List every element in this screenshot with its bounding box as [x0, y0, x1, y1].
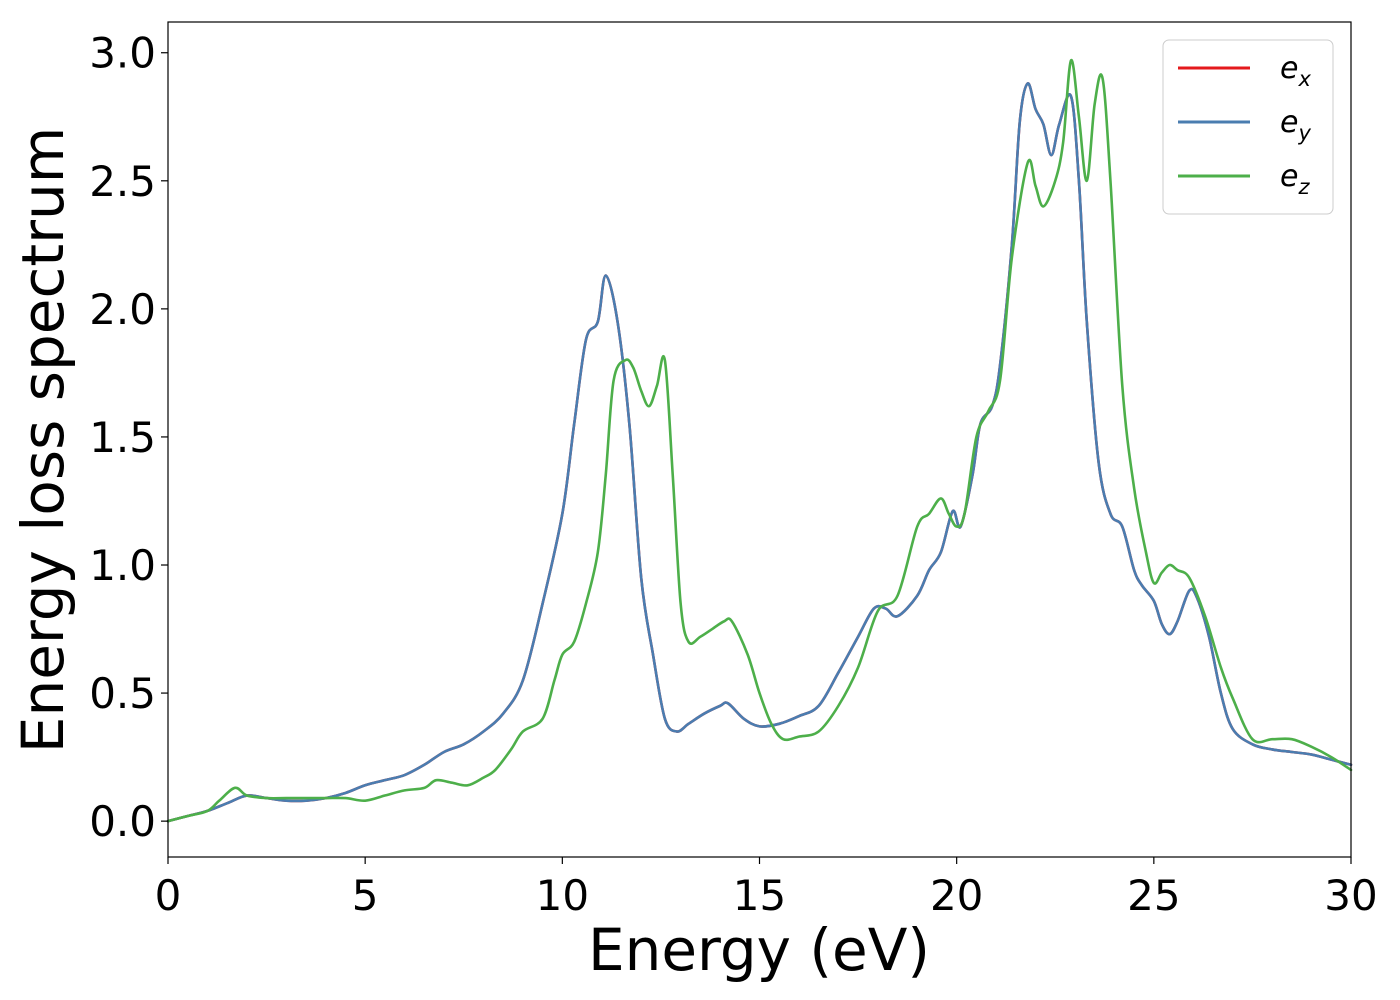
y-tick-label: 2.5 — [89, 157, 156, 206]
y-axis-label: Energy loss spectrum — [9, 127, 77, 753]
x-tick-label: 10 — [536, 871, 589, 920]
x-tick-label: 20 — [930, 871, 983, 920]
y-tick-label: 1.0 — [89, 541, 156, 590]
y-tick-label: 2.0 — [89, 285, 156, 334]
x-axis-label: Energy (eV) — [588, 916, 930, 984]
x-tick-label: 30 — [1324, 871, 1377, 920]
y-tick-label: 0.5 — [89, 669, 156, 718]
y-tick-label: 3.0 — [89, 29, 156, 78]
plot-area — [168, 22, 1351, 857]
y-tick-label: 1.5 — [89, 413, 156, 462]
x-tick-label: 5 — [352, 871, 379, 920]
y-tick-label: 0.0 — [89, 797, 156, 846]
x-tick-label: 0 — [155, 871, 182, 920]
x-axis: 0 5 10 15 20 25 30 — [155, 857, 1378, 920]
legend-box — [1162, 39, 1334, 215]
x-tick-label: 25 — [1127, 871, 1180, 920]
series-layer — [166, 59, 1353, 823]
series-line-z — [166, 59, 1353, 823]
x-tick-label: 15 — [733, 871, 786, 920]
y-axis: 0.0 0.5 1.0 1.5 2.0 2.5 3.0 — [89, 29, 168, 846]
series-line-y — [166, 82, 1353, 823]
